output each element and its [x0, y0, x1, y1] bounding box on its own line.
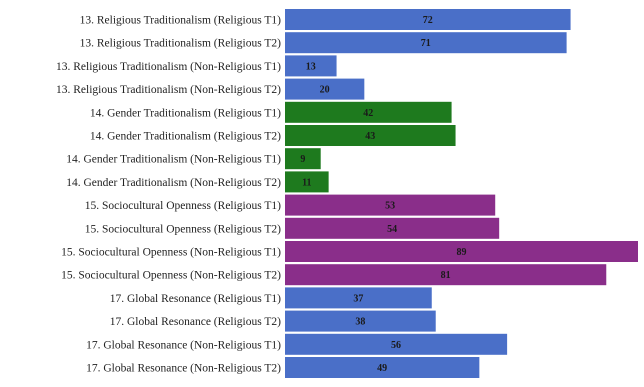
value-label: 43 — [365, 131, 375, 142]
bars — [285, 9, 638, 378]
category-label: 14. Gender Traditionalism (Non-Religious… — [66, 177, 281, 189]
bar — [285, 32, 567, 54]
value-label: 49 — [377, 363, 387, 374]
bar — [285, 78, 365, 100]
category-label: 15. Sociocultural Openness (Non-Religiou… — [61, 247, 281, 259]
value-label: 53 — [385, 201, 395, 212]
bar — [285, 148, 321, 170]
value-label: 72 — [423, 15, 433, 26]
category-label: 15. Sociocultural Openness (Religious T2… — [85, 223, 281, 235]
value-label: 37 — [353, 293, 363, 304]
category-label: 14. Gender Traditionalism (Non-Religious… — [66, 154, 281, 166]
value-label: 20 — [320, 85, 330, 96]
value-labels: 72 71 13 20 42 43 9 11 53 54 89 81 37 38 56 49 — [300, 15, 466, 374]
bar — [285, 9, 571, 30]
value-label: 71 — [421, 38, 431, 49]
category-label: 13. Religious Traditionalism (Non-Religi… — [56, 61, 281, 73]
category-label: 15. Sociocultural Openness (Religious T1… — [85, 200, 281, 212]
value-label: 9 — [300, 154, 305, 165]
bar — [285, 287, 432, 309]
category-label: 13. Religious Traditionalism (Religious … — [80, 15, 282, 27]
bar — [285, 241, 638, 262]
bar — [285, 171, 329, 193]
category-label: 13. Religious Traditionalism (Non-Religi… — [56, 84, 281, 96]
category-label: 14. Gender Traditionalism (Religious T2) — [90, 131, 281, 143]
category-label: 17. Global Resonance (Religious T2) — [110, 316, 281, 328]
bar — [285, 55, 337, 77]
bar — [285, 333, 508, 355]
bar — [285, 217, 500, 239]
value-label: 42 — [363, 108, 373, 119]
value-label: 89 — [457, 247, 467, 258]
category-label: 13. Religious Traditionalism (Religious … — [80, 38, 282, 50]
bar — [285, 264, 607, 286]
value-label: 56 — [391, 340, 401, 351]
value-label: 13 — [306, 61, 316, 72]
bar — [285, 125, 456, 146]
value-label: 38 — [355, 317, 365, 328]
category-label: 17. Global Resonance (Non-Religious T2) — [86, 363, 281, 375]
category-label: 17. Global Resonance (Religious T1) — [110, 293, 281, 305]
bar — [285, 357, 480, 378]
category-label: 15. Sociocultural Openness (Non-Religiou… — [61, 270, 281, 282]
bar — [285, 101, 452, 123]
bar — [285, 310, 436, 332]
category-label: 14. Gender Traditionalism (Religious T1) — [90, 107, 281, 119]
value-label: 81 — [441, 270, 451, 281]
category-labels: 13. Religious Traditionalism (Religious … — [56, 15, 281, 375]
bar — [285, 194, 496, 216]
category-label: 17. Global Resonance (Non-Religious T1) — [86, 339, 281, 351]
value-label: 11 — [302, 177, 311, 188]
value-label: 54 — [387, 224, 397, 235]
